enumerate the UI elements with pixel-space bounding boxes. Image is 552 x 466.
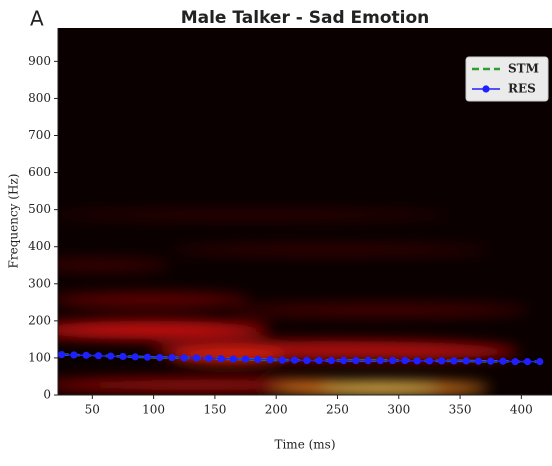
series-line [61, 353, 540, 363]
series-point [70, 351, 78, 359]
y-axis-label: Frequency (Hz) [7, 174, 21, 269]
y-tick-label: 400 [28, 239, 51, 253]
series-point [94, 352, 103, 360]
y-tick-label: 200 [28, 313, 51, 327]
legend-swatch-dot [482, 85, 490, 93]
series-point [58, 350, 66, 359]
series-point [131, 353, 139, 361]
legend: STM RES [465, 56, 549, 102]
series-point [180, 354, 188, 362]
x-tick-label: 300 [387, 403, 410, 417]
y-tick-label: 900 [28, 54, 51, 68]
x-tick-label: 50 [85, 403, 100, 417]
y-tick-label: 800 [28, 91, 51, 105]
series-point [315, 356, 323, 365]
y-tick-label: 700 [28, 128, 51, 142]
series-point [413, 357, 421, 365]
series-point [303, 356, 311, 365]
y-tick-label: 100 [28, 350, 51, 364]
series-point [266, 356, 274, 364]
x-tick-label: 100 [142, 403, 165, 417]
series-point [217, 355, 225, 363]
series-point [511, 358, 519, 366]
x-tick-label: 350 [449, 403, 472, 417]
series-point [205, 354, 213, 362]
y-tick-label: 0 [43, 388, 51, 402]
series-point [474, 357, 483, 365]
series-point [401, 356, 409, 365]
series-point [438, 357, 446, 365]
y-tick-label: 300 [28, 276, 51, 290]
y-tick-label: 600 [28, 165, 51, 179]
chart-title: Male Talker - Sad Emotion [181, 8, 430, 28]
series-point [327, 356, 335, 365]
series-point [278, 356, 286, 364]
series-point [143, 353, 152, 361]
series-point [82, 351, 90, 359]
series-point [523, 358, 532, 366]
legend-label: RES [508, 82, 536, 96]
series-point [450, 357, 458, 365]
x-tick-label: 400 [510, 403, 533, 417]
series-point [487, 357, 495, 365]
series-point [389, 356, 397, 365]
series-point [229, 355, 237, 363]
legend-label: STM [508, 62, 539, 76]
series-point [168, 353, 176, 362]
series-point [425, 357, 434, 365]
series-point [119, 352, 127, 361]
series-point [254, 355, 262, 364]
series-point [536, 358, 544, 366]
series-point [290, 356, 299, 364]
series-point [192, 354, 201, 362]
x-tick-label: 200 [265, 403, 288, 417]
x-tick-label: 250 [326, 403, 349, 417]
spectrogram [58, 210, 530, 394]
series-point [462, 357, 470, 365]
series-point [364, 356, 372, 365]
x-tick-label: 150 [203, 403, 226, 417]
x-axis-label: Time (ms) [274, 438, 335, 452]
series-point [156, 353, 164, 362]
series-point [352, 356, 360, 365]
series-point [241, 355, 250, 363]
series-point [340, 356, 348, 365]
panel-label: A [30, 7, 44, 31]
series-point [376, 356, 384, 365]
y-tick-label: 500 [28, 202, 51, 216]
series-point [499, 357, 507, 365]
series-point [107, 352, 115, 360]
